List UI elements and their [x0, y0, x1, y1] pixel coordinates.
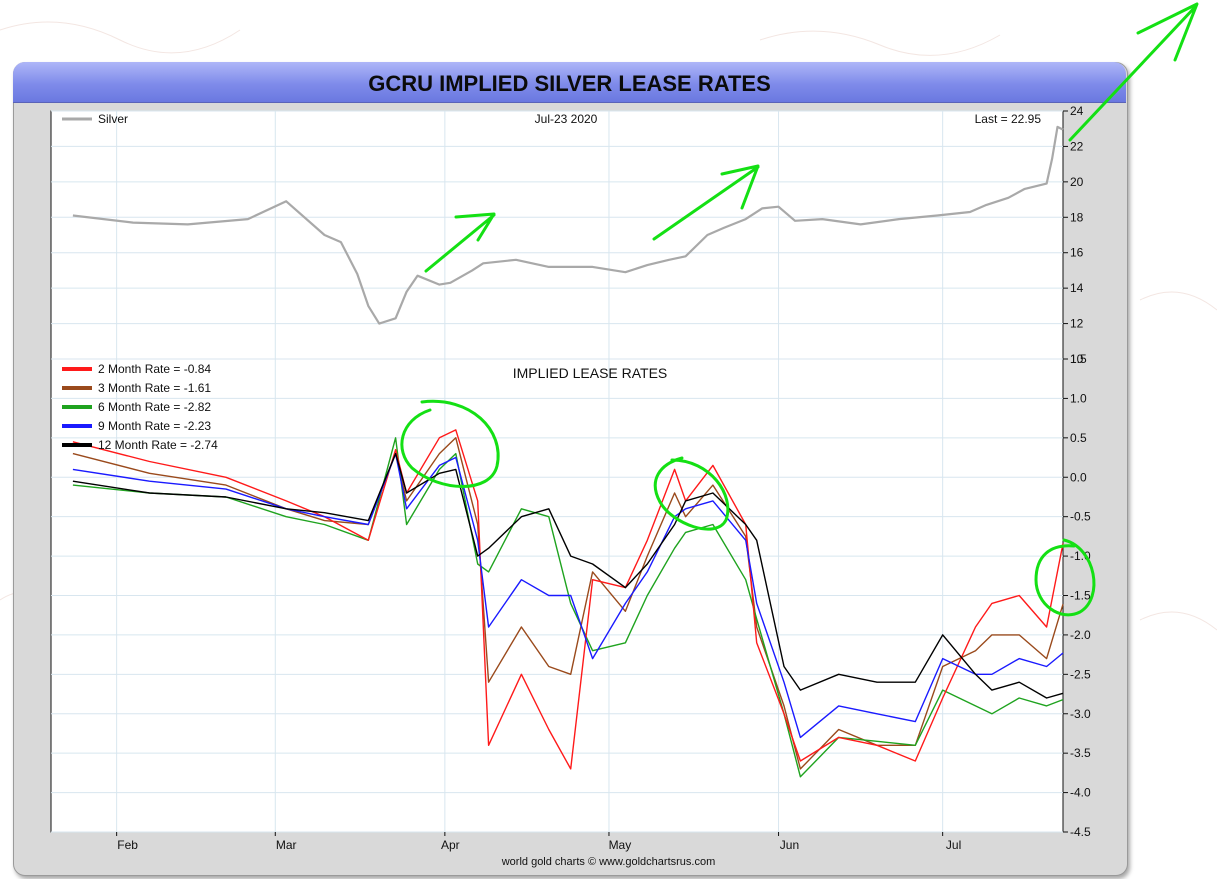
lease-rate-panel-y-axis: 1.5 1.0 0.5 0.0 -0.5 -1.0 -1.5 -2.0 -2.5 -3.0 -3.5… [1063, 352, 1091, 839]
chart-title-bar: GCRU IMPLIED SILVER LEASE RATES [13, 62, 1126, 103]
lease-y-tick-label: -2.0 [1070, 628, 1091, 642]
lease-rate-line-rate-9m [72, 452, 1064, 739]
silver-series-group [72, 125, 1064, 325]
annotation-arrow-1 [424, 212, 496, 273]
lease-y-tick-label: -3.0 [1070, 707, 1091, 721]
silver-panel-y-axis: 10 12 14 16 18 20 22 24 [1063, 104, 1084, 366]
chart-title: GCRU IMPLIED SILVER LEASE RATES [368, 71, 771, 96]
silver-y-tick-label: 10 [1070, 352, 1084, 366]
silver-price-line [72, 125, 1064, 325]
lease-y-tick-label: -0.5 [1070, 510, 1091, 524]
silver-date-label: Jul-23 2020 [535, 112, 598, 126]
legend-label: 3 Month Rate = -1.61 [98, 381, 211, 395]
credit-text: world gold charts © www.goldchartsrus.co… [501, 856, 716, 868]
silver-legend-label: Silver [98, 112, 128, 126]
silver-last-label: Last = 22.95 [975, 112, 1042, 126]
silver-y-tick-label: 12 [1070, 317, 1084, 331]
x-tick-label: Jun [780, 838, 799, 852]
x-tick-label: Jul [946, 838, 961, 852]
x-tick-label: Mar [276, 838, 297, 852]
legend-label: 6 Month Rate = -2.82 [98, 400, 211, 414]
lease-y-tick-label: 0.0 [1070, 470, 1087, 484]
lease-y-tick-label: -4.5 [1070, 825, 1091, 839]
silver-y-tick-label: 24 [1070, 104, 1084, 118]
annotation-arrow-2 [652, 164, 760, 241]
silver-y-tick-label: 14 [1070, 281, 1084, 295]
legend-label: 9 Month Rate = -2.23 [98, 419, 211, 433]
lease-y-tick-label: 0.5 [1070, 431, 1087, 445]
lease-y-tick-label: -3.5 [1070, 746, 1091, 760]
x-axis: Feb Mar Apr May Jun Jul [116, 832, 961, 852]
lease-y-tick-label: -2.5 [1070, 667, 1091, 681]
lease-rates-title: IMPLIED LEASE RATES [513, 365, 668, 381]
hand-drawn-annotations [400, 2, 1199, 617]
silver-y-tick-label: 20 [1070, 175, 1084, 189]
lease-y-tick-label: 1.0 [1070, 391, 1087, 405]
x-tick-label: May [609, 838, 632, 852]
annotation-circle-1 [400, 399, 500, 488]
lease-rate-series-group [72, 429, 1064, 778]
x-tick-label: Feb [117, 838, 138, 852]
x-tick-label: Apr [441, 838, 460, 852]
lease-rate-line-rate-2m [72, 429, 1064, 770]
silver-y-tick-label: 22 [1070, 139, 1084, 153]
annotation-arrow-3 [1068, 2, 1199, 142]
lease-rate-line-rate-12m [72, 452, 1064, 699]
annotation-circle-2 [653, 456, 730, 531]
annotation-circle-3 [1034, 538, 1096, 617]
legend-label: 12 Month Rate = -2.74 [98, 438, 218, 452]
lease-y-tick-label: -1.5 [1070, 589, 1091, 603]
lease-rate-panel-grid [51, 358, 1063, 833]
silver-panel [50, 110, 1064, 360]
lease-rate-legend: 2 Month Rate = -0.84 3 Month Rate = -1.61… [62, 362, 218, 452]
lease-y-tick-label: -4.0 [1070, 786, 1091, 800]
lease-y-tick-label: -1.0 [1070, 549, 1091, 563]
lease-y-tick-label: 1.5 [1070, 352, 1087, 366]
silver-y-tick-label: 16 [1070, 246, 1084, 260]
legend-label: 2 Month Rate = -0.84 [98, 362, 211, 376]
silver-y-tick-label: 18 [1070, 210, 1084, 224]
